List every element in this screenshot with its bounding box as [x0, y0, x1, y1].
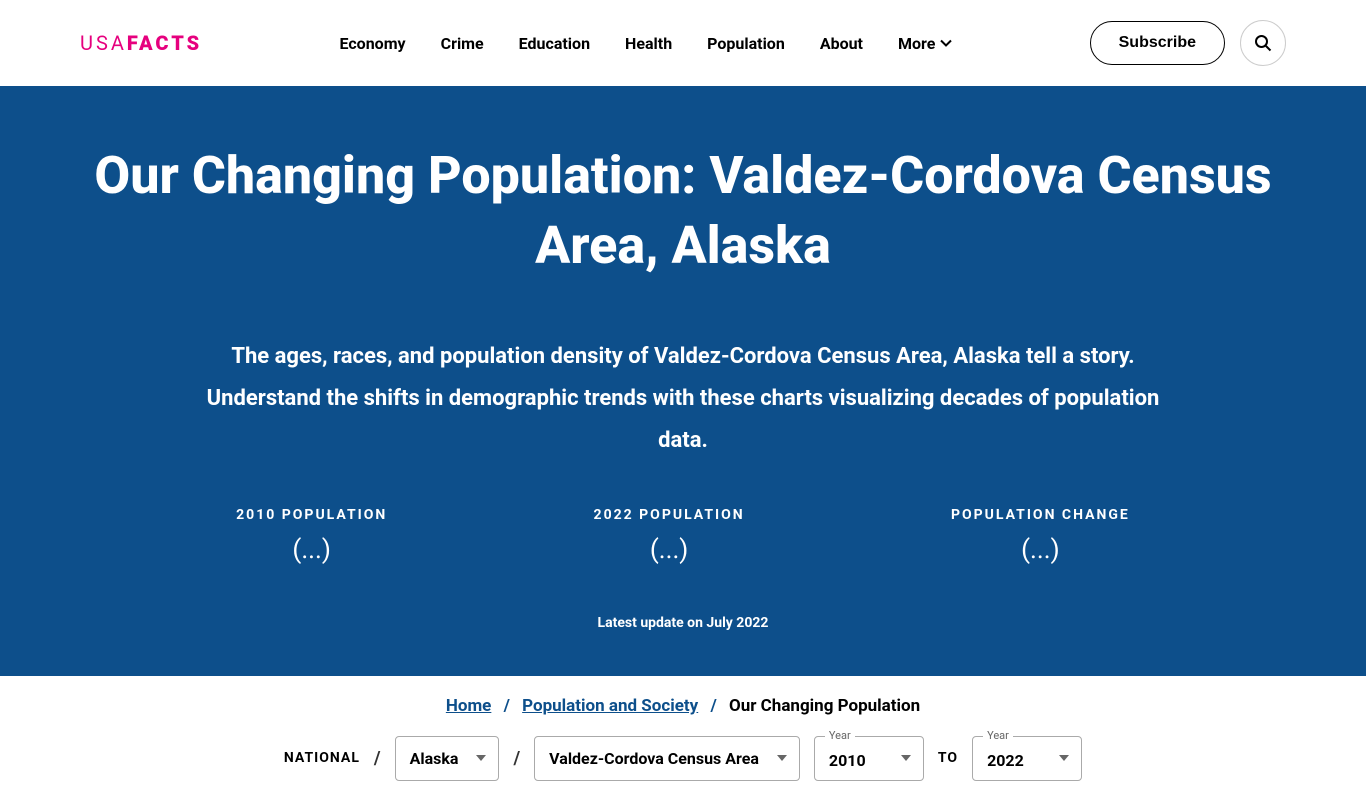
- year-to-label: Year: [983, 729, 1013, 742]
- year-from-value: 2010: [829, 751, 866, 770]
- chevron-down-icon: [940, 39, 952, 47]
- stat-value: (...): [236, 535, 387, 565]
- subscribe-button[interactable]: Subscribe: [1090, 21, 1225, 65]
- nav-about[interactable]: About: [820, 34, 863, 53]
- nav-health[interactable]: Health: [625, 34, 672, 53]
- main-nav: Economy Crime Education Health Populatio…: [339, 34, 952, 53]
- filter-separator: /: [513, 748, 520, 769]
- stat-value: (...): [951, 535, 1130, 565]
- breadcrumb-current: Our Changing Population: [729, 696, 920, 716]
- nav-more[interactable]: More: [898, 34, 952, 53]
- year-from-select[interactable]: Year 2010: [814, 736, 924, 781]
- breadcrumb-separator: /: [504, 696, 510, 716]
- dropdown-triangle-icon: [901, 755, 911, 761]
- state-select[interactable]: Alaska: [395, 736, 500, 781]
- logo-usa-text: USA: [80, 31, 127, 55]
- update-note: Latest update on July 2022: [40, 615, 1326, 631]
- page-title: Our Changing Population: Valdez-Cordova …: [40, 141, 1326, 281]
- site-logo[interactable]: USAFACTS: [80, 31, 202, 55]
- breadcrumb-population-society[interactable]: Population and Society: [522, 696, 698, 716]
- area-select-value: Valdez-Cordova Census Area: [549, 749, 759, 768]
- page-subtitle: The ages, races, and population density …: [203, 336, 1163, 461]
- stats-row: 2010 POPULATION (...) 2022 POPULATION (.…: [133, 507, 1233, 565]
- breadcrumb-home[interactable]: Home: [446, 696, 492, 716]
- dropdown-triangle-icon: [777, 755, 787, 761]
- filter-separator: /: [374, 748, 381, 769]
- filter-row: NATIONAL / Alaska / Valdez-Cordova Censu…: [0, 726, 1366, 801]
- nav-economy[interactable]: Economy: [339, 34, 405, 53]
- dropdown-triangle-icon: [476, 755, 486, 761]
- dropdown-triangle-icon: [1059, 755, 1069, 761]
- year-to-value: 2022: [987, 751, 1024, 770]
- area-select[interactable]: Valdez-Cordova Census Area: [534, 736, 800, 781]
- search-icon: [1254, 34, 1272, 52]
- filter-to-label: TO: [938, 750, 958, 766]
- year-from-label: Year: [825, 729, 855, 742]
- breadcrumb-section: Home / Population and Society / Our Chan…: [0, 676, 1366, 726]
- header-actions: Subscribe: [1090, 20, 1286, 66]
- nav-population[interactable]: Population: [707, 34, 785, 53]
- nav-crime[interactable]: Crime: [441, 34, 484, 53]
- stat-label: 2022 POPULATION: [594, 507, 745, 523]
- stat-2022-population: 2022 POPULATION (...): [594, 507, 745, 565]
- state-select-value: Alaska: [410, 749, 459, 768]
- stat-2010-population: 2010 POPULATION (...): [236, 507, 387, 565]
- nav-education[interactable]: Education: [519, 34, 590, 53]
- stat-label: POPULATION CHANGE: [951, 507, 1130, 523]
- breadcrumb: Home / Population and Society / Our Chan…: [40, 696, 1326, 716]
- breadcrumb-separator: /: [710, 696, 716, 716]
- logo-facts-text: FACTS: [127, 31, 202, 55]
- search-button[interactable]: [1240, 20, 1286, 66]
- hero-section: Our Changing Population: Valdez-Cordova …: [0, 86, 1366, 676]
- year-to-select[interactable]: Year 2022: [972, 736, 1082, 781]
- stat-label: 2010 POPULATION: [236, 507, 387, 523]
- stat-population-change: POPULATION CHANGE (...): [951, 507, 1130, 565]
- site-header: USAFACTS Economy Crime Education Health …: [0, 0, 1366, 86]
- nav-more-label: More: [898, 34, 935, 53]
- stat-value: (...): [594, 535, 745, 565]
- filter-national-label: NATIONAL: [284, 750, 360, 766]
